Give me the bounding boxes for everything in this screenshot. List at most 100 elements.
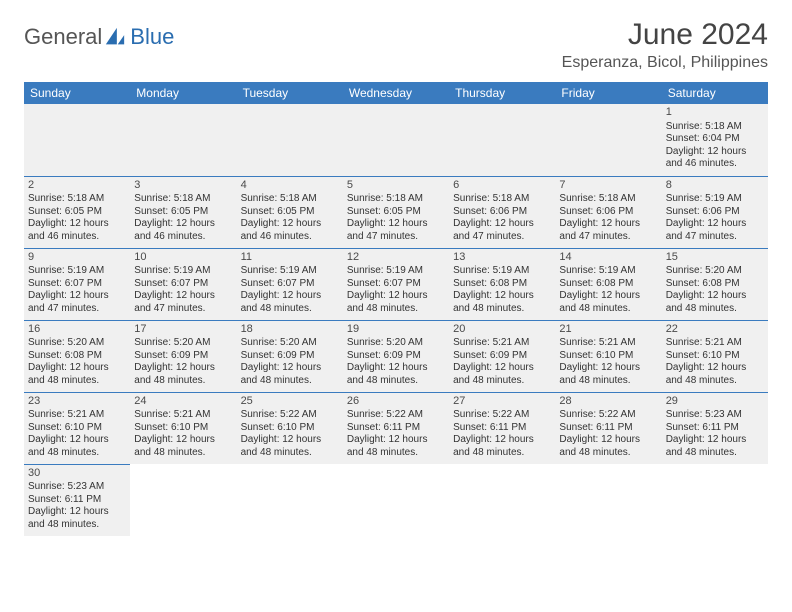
day-number: 7	[559, 179, 657, 193]
sunset-line: Sunset: 6:08 PM	[453, 278, 551, 291]
daylight-line: Daylight: 12 hours and 48 minutes.	[666, 434, 764, 459]
day-number: 2	[28, 179, 126, 193]
daylight-line: Daylight: 12 hours and 48 minutes.	[453, 290, 551, 315]
sunrise-line: Sunrise: 5:20 AM	[28, 337, 126, 350]
sunset-line: Sunset: 6:04 PM	[666, 133, 764, 146]
daylight-line: Daylight: 12 hours and 46 minutes.	[241, 218, 339, 243]
day-number: 20	[453, 323, 551, 337]
calendar-header-row: SundayMondayTuesdayWednesdayThursdayFrid…	[24, 82, 768, 104]
day-number: 4	[241, 179, 339, 193]
sunset-line: Sunset: 6:11 PM	[559, 422, 657, 435]
daylight-line: Daylight: 12 hours and 47 minutes.	[134, 290, 232, 315]
daylight-line: Daylight: 12 hours and 48 minutes.	[134, 434, 232, 459]
sunrise-line: Sunrise: 5:18 AM	[134, 193, 232, 206]
sunrise-line: Sunrise: 5:20 AM	[347, 337, 445, 350]
day-number: 23	[28, 395, 126, 409]
calendar-day-cell: 23Sunrise: 5:21 AMSunset: 6:10 PMDayligh…	[24, 392, 130, 464]
calendar-week-row: 23 Sunrise: 5:21 AM Sunset: 6:10 PM Dayligh…	[24, 392, 768, 464]
sunset-line: Sunset: 6:07 PM	[28, 278, 126, 291]
daylight-line: Daylight: 12 hours and 48 minutes.	[666, 290, 764, 315]
sunset-line: Sunset: 6:11 PM	[666, 422, 764, 435]
day-number: 27	[453, 395, 551, 409]
calendar-day-cell: 11Sunrise: 5:19 AMSunset: 6:07 PMDayligh…	[237, 248, 343, 320]
sunrise-line: Sunrise: 5:19 AM	[241, 265, 339, 278]
sunrise-line: Sunrise: 5:20 AM	[134, 337, 232, 350]
calendar-empty-cell	[555, 464, 661, 536]
day-number: 28	[559, 395, 657, 409]
calendar-day-cell: 21Sunrise: 5:21 AMSunset: 6:10 PMDayligh…	[555, 320, 661, 392]
sunrise-line: Sunrise: 5:23 AM	[666, 409, 764, 422]
calendar-empty-cell	[555, 104, 661, 176]
day-number: 30	[28, 467, 126, 481]
sunset-line: Sunset: 6:09 PM	[134, 350, 232, 363]
location: Esperanza, Bicol, Philippines	[562, 54, 768, 72]
day-number: 8	[666, 179, 764, 193]
calendar-day-cell: 19Sunrise: 5:20 AMSunset: 6:09 PMDayligh…	[343, 320, 449, 392]
calendar-day-cell: 13Sunrise: 5:19 AMSunset: 6:08 PMDayligh…	[449, 248, 555, 320]
calendar-day-cell: 1Sunrise: 5:18 AMSunset: 6:04 PMDaylight…	[662, 104, 768, 176]
calendar-day-cell: 25Sunrise: 5:22 AMSunset: 6:10 PMDayligh…	[237, 392, 343, 464]
logo-word1: General	[24, 24, 102, 50]
calendar-day-cell: 18Sunrise: 5:20 AMSunset: 6:09 PMDayligh…	[237, 320, 343, 392]
daylight-line: Daylight: 12 hours and 48 minutes.	[666, 362, 764, 387]
calendar-day-cell: 24Sunrise: 5:21 AMSunset: 6:10 PMDayligh…	[130, 392, 236, 464]
sunrise-line: Sunrise: 5:19 AM	[666, 193, 764, 206]
sunset-line: Sunset: 6:06 PM	[559, 206, 657, 219]
calendar-day-cell: 16Sunrise: 5:20 AMSunset: 6:08 PMDayligh…	[24, 320, 130, 392]
calendar-day-cell: 17Sunrise: 5:20 AMSunset: 6:09 PMDayligh…	[130, 320, 236, 392]
day-number: 16	[28, 323, 126, 337]
sunrise-line: Sunrise: 5:18 AM	[559, 193, 657, 206]
sunset-line: Sunset: 6:10 PM	[241, 422, 339, 435]
sunset-line: Sunset: 6:06 PM	[666, 206, 764, 219]
day-number: 15	[666, 251, 764, 265]
day-number: 14	[559, 251, 657, 265]
calendar-empty-cell	[449, 464, 555, 536]
sunset-line: Sunset: 6:05 PM	[134, 206, 232, 219]
sunset-line: Sunset: 6:10 PM	[666, 350, 764, 363]
sunset-line: Sunset: 6:08 PM	[28, 350, 126, 363]
calendar-empty-cell	[130, 464, 236, 536]
weekday-header: Monday	[130, 82, 236, 104]
sunrise-line: Sunrise: 5:18 AM	[666, 121, 764, 134]
calendar-day-cell: 10Sunrise: 5:19 AMSunset: 6:07 PMDayligh…	[130, 248, 236, 320]
calendar-day-cell: 3Sunrise: 5:18 AMSunset: 6:05 PMDaylight…	[130, 176, 236, 248]
sunrise-line: Sunrise: 5:19 AM	[453, 265, 551, 278]
sunrise-line: Sunrise: 5:22 AM	[453, 409, 551, 422]
daylight-line: Daylight: 12 hours and 48 minutes.	[28, 506, 126, 531]
sunrise-line: Sunrise: 5:19 AM	[347, 265, 445, 278]
sunset-line: Sunset: 6:11 PM	[28, 494, 126, 507]
calendar-day-cell: 9Sunrise: 5:19 AMSunset: 6:07 PMDaylight…	[24, 248, 130, 320]
day-number: 1	[666, 106, 764, 120]
sunrise-line: Sunrise: 5:18 AM	[28, 193, 126, 206]
sunrise-line: Sunrise: 5:22 AM	[559, 409, 657, 422]
daylight-line: Daylight: 12 hours and 48 minutes.	[453, 434, 551, 459]
daylight-line: Daylight: 12 hours and 48 minutes.	[134, 362, 232, 387]
daylight-line: Daylight: 12 hours and 46 minutes.	[28, 218, 126, 243]
sunrise-line: Sunrise: 5:21 AM	[134, 409, 232, 422]
calendar-empty-cell	[237, 104, 343, 176]
calendar-empty-cell	[449, 104, 555, 176]
sunset-line: Sunset: 6:11 PM	[347, 422, 445, 435]
weekday-header: Thursday	[449, 82, 555, 104]
calendar-day-cell: 28Sunrise: 5:22 AMSunset: 6:11 PMDayligh…	[555, 392, 661, 464]
daylight-line: Daylight: 12 hours and 48 minutes.	[28, 434, 126, 459]
calendar-day-cell: 14Sunrise: 5:19 AMSunset: 6:08 PMDayligh…	[555, 248, 661, 320]
weekday-header: Wednesday	[343, 82, 449, 104]
calendar-day-cell: 2Sunrise: 5:18 AMSunset: 6:05 PMDaylight…	[24, 176, 130, 248]
day-number: 29	[666, 395, 764, 409]
daylight-line: Daylight: 12 hours and 47 minutes.	[666, 218, 764, 243]
day-number: 25	[241, 395, 339, 409]
month-title: June 2024	[562, 18, 768, 52]
daylight-line: Daylight: 12 hours and 48 minutes.	[241, 290, 339, 315]
calendar-empty-cell	[130, 104, 236, 176]
sunrise-line: Sunrise: 5:18 AM	[241, 193, 339, 206]
sunrise-line: Sunrise: 5:18 AM	[453, 193, 551, 206]
day-number: 13	[453, 251, 551, 265]
day-number: 3	[134, 179, 232, 193]
calendar-empty-cell	[343, 464, 449, 536]
sunset-line: Sunset: 6:10 PM	[559, 350, 657, 363]
day-number: 17	[134, 323, 232, 337]
daylight-line: Daylight: 12 hours and 48 minutes.	[347, 362, 445, 387]
daylight-line: Daylight: 12 hours and 48 minutes.	[347, 434, 445, 459]
calendar-day-cell: 8Sunrise: 5:19 AMSunset: 6:06 PMDaylight…	[662, 176, 768, 248]
